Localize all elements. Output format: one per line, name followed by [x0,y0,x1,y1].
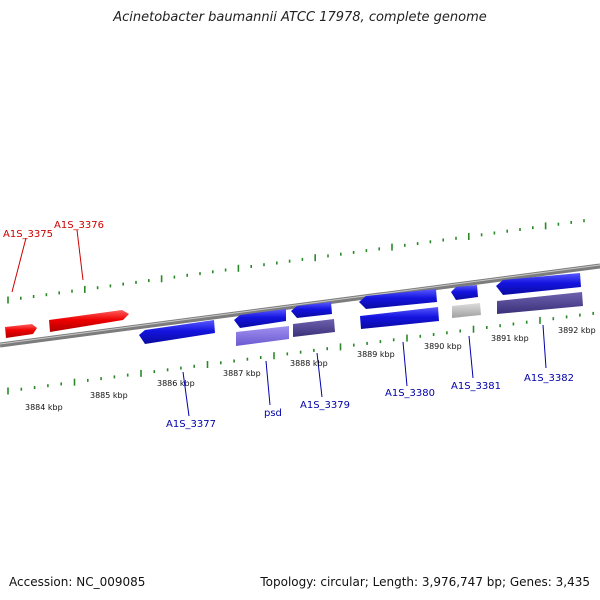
leader-A1S-3379 [316,352,323,398]
gene-A1S-3375[interactable] [5,324,37,338]
gene-A1S-3379-lower[interactable] [293,319,335,337]
leader-A1S-3380 [402,341,408,387]
label-A1S-3377[interactable]: A1S_3377 [166,419,216,430]
genome-backbone [0,263,600,348]
top-tick-row [7,219,585,304]
label-A1S-3382[interactable]: A1S_3382 [524,373,574,384]
label-A1S-3379[interactable]: A1S_3379 [300,400,350,411]
kbp-label-3887: 3887 kbp [223,369,261,378]
gene-A1S-3380-upper[interactable] [359,289,437,309]
label-A1S-3381[interactable]: A1S_3381 [451,381,501,392]
bottom-tick-row [7,311,595,395]
kbp-label-3892: 3892 kbp [558,326,596,335]
gene-A1S-3382-upper[interactable] [496,273,581,295]
accession-text: Accession: NC_009085 [9,575,146,589]
kbp-label-3884: 3884 kbp [25,403,63,412]
gene-A1S-3376[interactable] [49,310,129,332]
gene-A1S-3380-lower[interactable] [360,307,439,329]
genome-summary-text: Topology: circular; Length: 3,976,747 bp… [260,575,590,589]
gene-psd-upper[interactable] [234,309,286,328]
gene-A1S-3382-lower[interactable] [497,292,583,314]
kbp-label-3888: 3888 kbp [290,359,328,368]
label-A1S-3375[interactable]: A1S_3375 [3,229,53,240]
kbp-label-3889: 3889 kbp [357,350,395,359]
label-A1S-3376[interactable]: A1S_3376 [54,220,104,231]
kbp-label-3890: 3890 kbp [424,342,462,351]
leader-A1S-3375 [11,237,27,293]
kbp-label-3891: 3891 kbp [491,334,529,343]
gene-A1S-3379-upper[interactable] [291,302,332,318]
genome-backbone-highlight [0,264,600,345]
leader-A1S-3381 [468,335,474,379]
gene-A1S-3377[interactable] [139,320,215,344]
gene-A1S-3381-upper[interactable] [451,285,478,300]
gene-A1S-3381-lower[interactable] [452,303,481,318]
gene-psd-lower[interactable] [236,326,289,346]
leader-psd [265,360,271,406]
leader-A1S-3382 [542,324,547,369]
genome-title: Acinetobacter baumannii ATCC 17978, comp… [113,10,487,25]
label-A1S-3380[interactable]: A1S_3380 [385,388,435,399]
leader-A1S-3377 [182,371,190,417]
kbp-label-3886: 3886 kbp [157,379,195,388]
label-psd[interactable]: psd [264,408,282,419]
kbp-label-3885: 3885 kbp [90,391,128,400]
leader-A1S-3376 [76,229,84,281]
